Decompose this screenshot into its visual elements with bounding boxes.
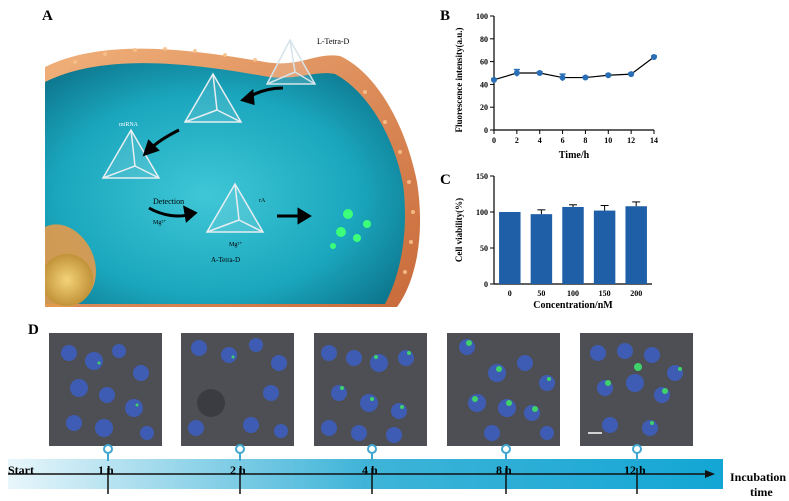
cytoplasm [45,63,405,304]
x-tick-label: 0 [508,289,512,298]
microscopy-image-12h [580,333,693,446]
data-point [605,72,612,79]
incubation-timeline [8,444,723,494]
x-tick-label: 2 [515,136,519,145]
x-tick-label: 12 [627,136,635,145]
label-mg: Mg²⁺ [153,220,166,226]
y-tick-label: 40 [480,80,488,89]
timeline-label-2h: 2 h [230,463,246,477]
timeline-marker-12h [632,444,642,454]
panel-label-b: B [440,8,451,24]
timeline-end-label-1: Incubation [730,470,787,484]
bar [530,214,553,284]
y-axis-label: Fluorescence intensity(a.u.) [454,27,464,132]
arrow-head [705,470,715,478]
y-axis-label: Cell viability(%) [454,198,464,262]
y-tick-label: 80 [480,35,488,44]
x-tick-label: 100 [567,289,579,298]
tetrahedron-outside [265,38,317,85]
y-tick-label: 50 [480,244,488,253]
timeline-label-8h: 8 h [496,463,512,477]
data-point [536,70,543,76]
x-tick-label: 6 [561,136,565,145]
panel-label-d: D [28,322,39,338]
microscopy-image-8h [447,333,560,446]
bar [562,206,584,284]
label-a-tetra-d: A-Tetra-D [211,256,240,264]
timeline-label-1h: 1 h [98,463,114,477]
bar [499,212,521,284]
timeline-end-label-2: time [750,485,773,499]
panel-label-c: C [440,172,451,188]
y-tick-label: 0 [484,280,488,289]
label-l-tetra-d: L-Tetra-D [317,37,350,46]
microscopy-image-4h [314,333,427,446]
x-axis-label: Concentration/nM [533,300,613,311]
y-tick-label: 100 [476,208,488,217]
x-tick-label: 10 [604,136,612,145]
cell-schematic: L-Tetra-D miRNA Detection Mg²⁺ rA Mg²⁺ A… [45,37,421,307]
x-axis-label: Time/h [559,150,590,161]
timeline-label-4h: 4 h [362,463,378,477]
timeline-marker-4h [367,444,377,454]
x-tick-label: 14 [650,136,658,145]
nucleus [45,254,93,306]
data-point [491,76,497,83]
timeline-label-12h: 12 h [624,463,646,477]
timeline-start-label: Start [8,463,34,477]
fluorescent-fragments [330,209,371,249]
y-tick-label: 20 [480,103,488,112]
microscopy-image-1h [49,333,162,446]
data-point [582,74,589,81]
tetrahedron-internalized [183,72,243,123]
y-tick-label: 100 [476,12,488,21]
timeline-marker-2h [235,444,245,454]
data-point [559,74,566,81]
bar [593,210,616,284]
lipid-heads [73,47,415,274]
chart-fluorescence: Fluorescence intensity(a.u.) Time/h 0204… [454,12,658,161]
y-tick-label: 0 [484,126,488,135]
data-point [628,71,635,78]
x-tick-label: 50 [537,289,545,298]
x-tick-label: 150 [599,289,611,298]
timeline-marker-1h [103,444,113,454]
chart-cell-viability: Cell viability(%) Concentration/nM 0 50 10… [454,172,652,311]
panel-label-a: A [42,8,53,24]
data-point [513,70,520,76]
label-ra: rA [259,198,266,204]
y-tick-label: 150 [476,172,488,181]
pathway-arrows [142,86,312,225]
x-tick-label: 8 [583,136,587,145]
tetrahedron-activated [205,182,265,233]
timeline-marker-8h [501,444,511,454]
bar [625,206,647,284]
label-mg-inner: Mg²⁺ [229,242,242,248]
label-mirna: miRNA [119,122,139,128]
data-point [651,54,657,61]
x-tick-label: 4 [538,136,542,145]
y-tick-label: 60 [480,58,488,67]
x-tick-label: 0 [492,136,496,145]
microscopy-image-2h [181,333,294,446]
series-line [493,56,655,81]
x-tick-label: 200 [630,289,642,298]
label-detection: Detection [153,197,184,206]
